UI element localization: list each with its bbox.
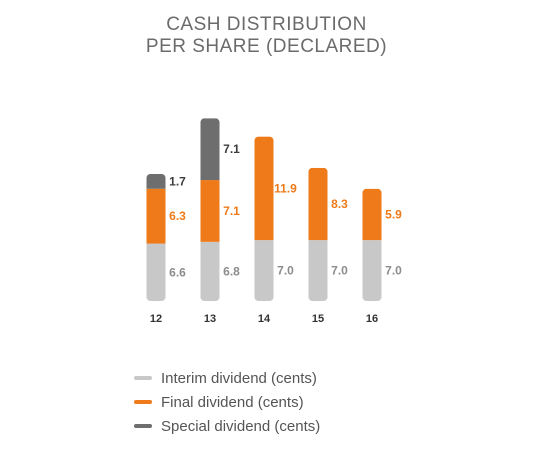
bar-interim-12 (146, 243, 166, 301)
bar-group-12: 6.6 6.3 1.7 12 (146, 173, 186, 325)
legend-label-special: Special dividend (cents) (161, 417, 321, 435)
bar-final-14 (254, 136, 274, 241)
bar-special-13 (200, 118, 220, 181)
legend-item-final: Final dividend (cents) (134, 390, 320, 414)
bar-group-14: 7.0 11.9 14 (254, 136, 297, 325)
bar-interim-15 (308, 240, 328, 301)
legend-label-final: Final dividend (cents) (161, 393, 304, 411)
legend-swatch-special (134, 424, 152, 428)
bar-group-15: 7.0 8.3 15 (308, 167, 348, 325)
data-label-interim-14: 7.0 (277, 264, 294, 278)
legend-swatch-final (134, 400, 152, 404)
data-label-interim-13: 6.8 (223, 264, 240, 278)
bar-interim-13 (200, 241, 220, 301)
data-label-interim-16: 7.0 (385, 264, 402, 278)
chart-legend: Interim dividend (cents) Final dividend … (134, 366, 320, 438)
legend-item-special: Special dividend (cents) (134, 414, 320, 438)
data-label-final-13: 7.1 (223, 204, 240, 218)
chart-title-line-1: CASH DISTRIBUTION (166, 14, 367, 35)
legend-swatch-interim (134, 376, 152, 380)
data-label-special-12: 1.7 (169, 174, 186, 188)
bar-final-13 (200, 180, 220, 242)
bar-interim-16 (362, 240, 382, 301)
x-tick-label-15: 15 (312, 313, 324, 325)
bar-group-13: 6.8 7.1 7.1 13 (200, 118, 240, 325)
legend-label-interim: Interim dividend (cents) (161, 369, 317, 387)
x-tick-label-16: 16 (366, 313, 378, 325)
bar-group-16: 7.0 5.9 16 (362, 188, 402, 325)
legend-item-interim: Interim dividend (cents) (134, 366, 320, 390)
bar-final-15 (308, 167, 328, 241)
chart-title: CASH DISTRIBUTION PER SHARE (DECLARED) (0, 14, 533, 58)
data-label-special-13: 7.1 (223, 142, 240, 156)
x-tick-label-12: 12 (150, 313, 162, 325)
bar-final-12 (146, 188, 166, 244)
x-tick-label-14: 14 (258, 313, 271, 325)
data-label-interim-15: 7.0 (331, 264, 348, 278)
bar-interim-14 (254, 240, 274, 301)
bar-final-16 (362, 188, 382, 241)
data-label-final-15: 8.3 (331, 197, 348, 211)
x-tick-label-13: 13 (204, 313, 216, 325)
data-label-final-14: 11.9 (274, 181, 297, 195)
data-label-final-12: 6.3 (169, 209, 186, 223)
data-label-interim-12: 6.6 (169, 265, 186, 279)
bar-special-12 (146, 173, 166, 189)
chart-title-line-2: PER SHARE (DECLARED) (145, 36, 388, 57)
data-label-final-16: 5.9 (385, 207, 402, 221)
